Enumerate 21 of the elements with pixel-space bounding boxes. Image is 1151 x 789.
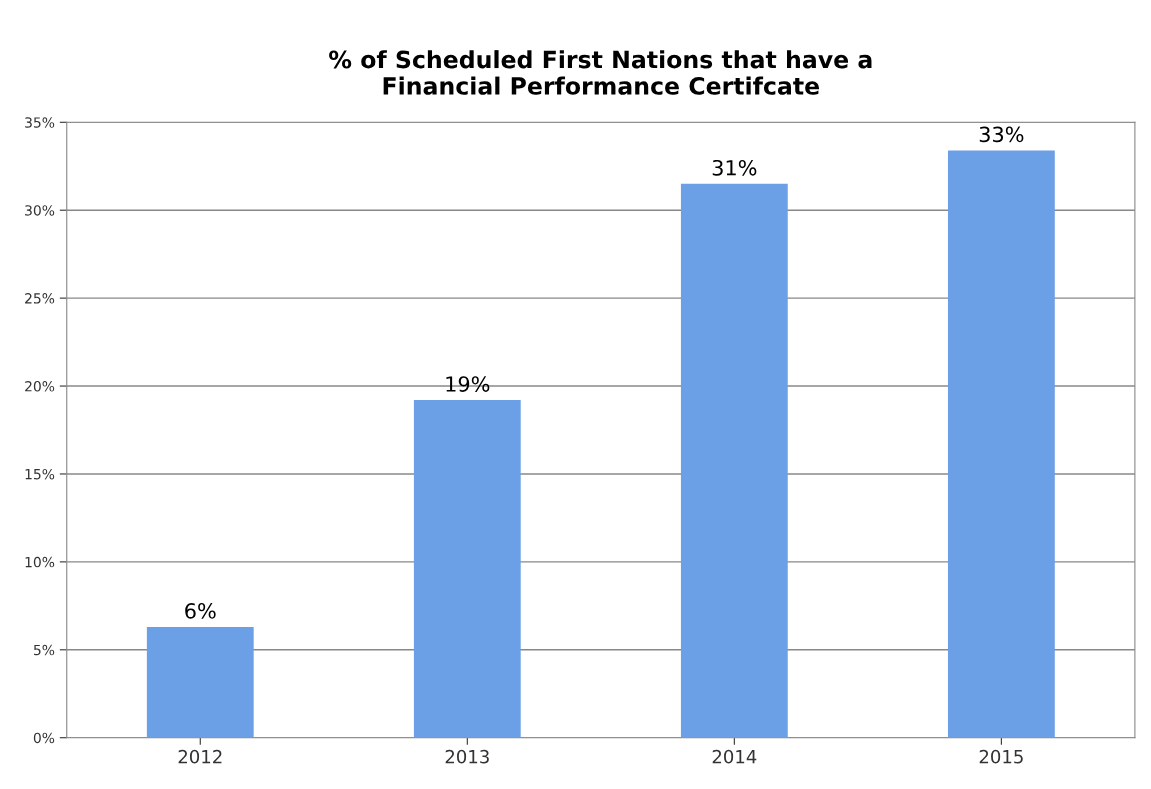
data-label: 31% xyxy=(712,159,757,176)
y-tick-label: 5% xyxy=(33,644,55,656)
data-label: 33% xyxy=(979,126,1024,143)
y-tick-label: 15% xyxy=(25,468,55,480)
chart-title: % of Scheduled First Nations that have a Financial Performance Certifcate xyxy=(329,50,872,95)
y-tick-label: 30% xyxy=(25,205,55,216)
x-tick-label: 2015 xyxy=(979,749,1023,764)
x-tick-label: 2013 xyxy=(445,749,489,764)
x-tick-label: 2012 xyxy=(178,749,222,764)
bar xyxy=(947,150,1055,738)
y-tick-label: 35% xyxy=(25,117,55,128)
bar xyxy=(680,183,788,738)
y-tick-label: 10% xyxy=(25,556,55,568)
bar xyxy=(413,400,521,738)
data-label: 19% xyxy=(446,376,490,392)
x-tick-label: 2014 xyxy=(712,749,757,764)
bar xyxy=(146,626,254,738)
y-tick-label: 25% xyxy=(25,293,55,304)
y-tick-label: 0% xyxy=(33,732,55,744)
data-label: 6% xyxy=(185,602,216,619)
y-tick-label: 20% xyxy=(25,381,55,392)
